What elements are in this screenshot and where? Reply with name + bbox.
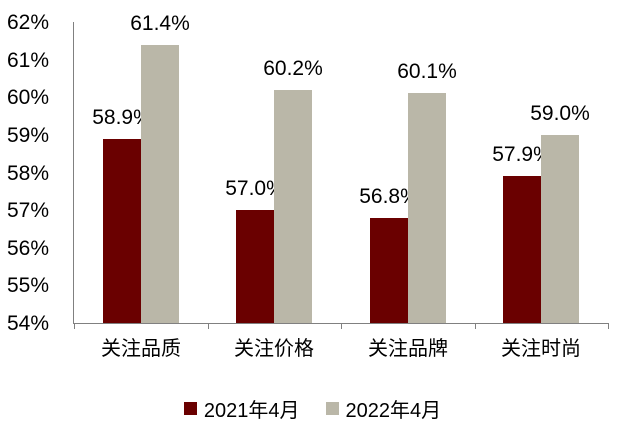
y-axis-tick-label: 57%	[7, 199, 50, 223]
bar-2022年4月	[541, 135, 579, 323]
x-axis-category-label: 关注品质	[101, 338, 181, 360]
bar-2022年4月	[274, 90, 312, 323]
legend-item-2022: 2022年4月	[325, 394, 442, 423]
y-axis-tick-label: 55%	[7, 274, 50, 298]
bar-value-label: 60.1%	[397, 60, 457, 83]
bar-value-label: 56.8%	[359, 185, 419, 208]
bar-value-label: 60.2%	[263, 57, 323, 80]
y-axis-tick-label: 58%	[7, 161, 50, 185]
bar-value-label: 57.0%	[225, 177, 285, 200]
bar-value-label: 61.4%	[130, 12, 190, 35]
x-axis-tick	[74, 323, 75, 329]
x-axis-tick	[608, 323, 609, 329]
bar-2022年4月	[141, 45, 179, 323]
y-axis-tick-label: 60%	[7, 86, 50, 110]
bar-2022年4月	[408, 93, 446, 323]
y-axis-tick-label: 56%	[7, 236, 50, 260]
bar-value-label: 57.9%	[492, 143, 552, 166]
x-axis-tick	[208, 323, 209, 329]
legend-swatch-2022	[325, 401, 339, 415]
x-axis-tick	[341, 323, 342, 329]
x-axis-category-label: 关注品牌	[368, 338, 448, 360]
y-axis-tick-label: 61%	[7, 48, 50, 72]
legend-label-2022: 2022年4月	[345, 399, 442, 422]
x-axis-category-label: 关注价格	[234, 338, 314, 360]
plot-area: 58.9% 61.4% 关注品质 57.0% 60.2% 关注价格 56.8% 60.1% 关注…	[73, 12, 609, 360]
legend: 2021年4月 2022年4月	[0, 394, 625, 422]
bar-2021年4月	[236, 210, 274, 323]
x-axis-tick	[475, 323, 476, 329]
bar-value-label: 58.9%	[92, 106, 152, 129]
bar-2021年4月	[503, 176, 541, 323]
bar-value-label: 59.0%	[530, 102, 590, 125]
legend-label-2021: 2021年4月	[203, 399, 300, 422]
y-axis-tick-label: 59%	[7, 123, 50, 147]
y-axis-tick-label: 54%	[7, 312, 50, 335]
y-axis-tick-label: 62%	[7, 11, 50, 34]
legend-swatch-2021	[183, 401, 197, 415]
x-axis-category-label: 关注时尚	[501, 338, 581, 360]
legend-item-2021: 2021年4月	[183, 394, 300, 423]
bar-2021年4月	[370, 218, 408, 323]
bar-2021年4月	[103, 139, 141, 323]
